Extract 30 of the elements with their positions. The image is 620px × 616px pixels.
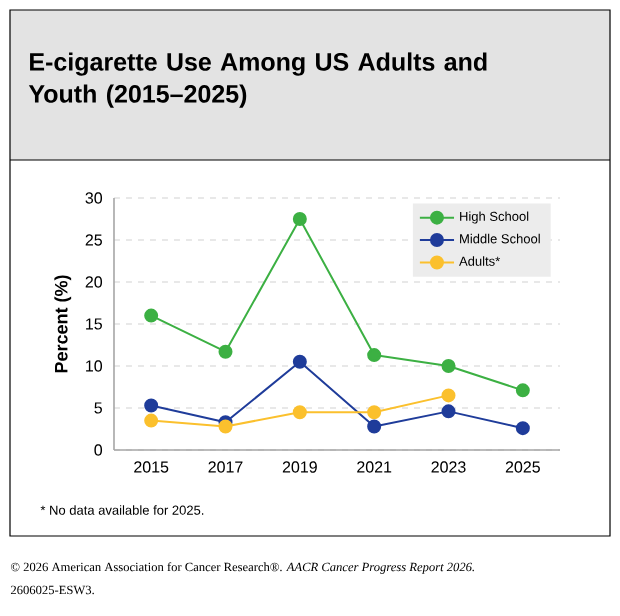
x-tick-label: 2025 (505, 461, 540, 473)
chart-title: E-cigarette Use Among US Adults and Youth (2015–2025) (28, 52, 487, 108)
point (515, 421, 530, 436)
y-tick-label: 25 (85, 234, 102, 246)
point (441, 359, 456, 373)
y-tick-label: 10 (86, 360, 103, 372)
point (144, 308, 159, 323)
point (367, 348, 382, 363)
y-tick-label: 30 (85, 192, 103, 204)
y-tick-label: 20 (85, 276, 103, 288)
point (367, 419, 382, 434)
x-tick-label: 2019 (282, 461, 317, 473)
x-tick-label: 2015 (134, 461, 169, 473)
y-axis-title: Percent (%) (54, 275, 72, 373)
point (144, 413, 159, 428)
point (218, 344, 233, 359)
point (144, 398, 159, 413)
point (367, 405, 382, 420)
point (441, 388, 456, 403)
x-tick-label: 2021 (357, 461, 392, 473)
y-tick-label: 0 (94, 444, 103, 456)
point (441, 404, 456, 419)
point (292, 405, 307, 420)
x-tick-label: 2017 (208, 461, 243, 473)
x-tick-label: 2023 (431, 461, 466, 473)
y-tick-label: 5 (94, 402, 102, 414)
point (292, 354, 307, 369)
point (292, 212, 307, 226)
y-tick-label: 15 (86, 318, 102, 330)
point (515, 383, 530, 398)
